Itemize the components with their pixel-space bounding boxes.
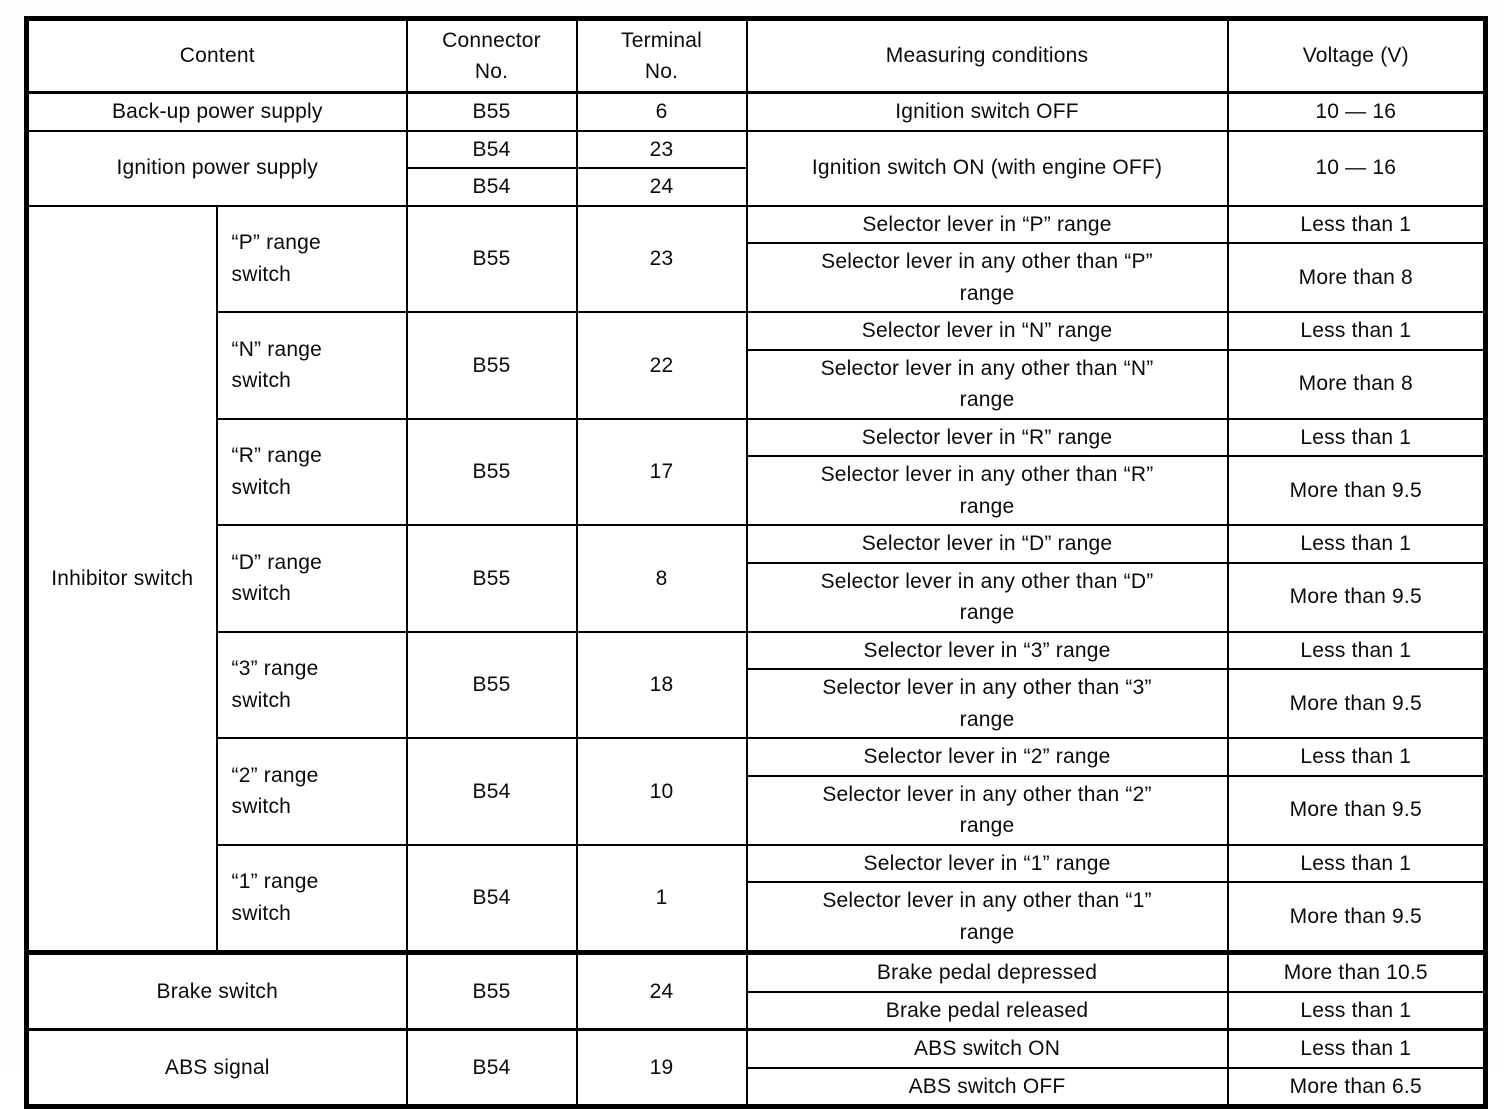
table-row: Back-up power supply B55 6 Ignition swit… — [27, 93, 1486, 131]
cell-condition: Selector lever in any other than “D” ran… — [747, 563, 1228, 632]
cell-voltage: Less than 1 — [1228, 992, 1486, 1030]
cell-condition: Selector lever in “N” range — [747, 312, 1228, 350]
cell-condition: Selector lever in any other than “3” ran… — [747, 669, 1228, 738]
cell-connector: B54 — [407, 738, 577, 845]
cell-condition: Ignition switch ON (with engine OFF) — [747, 131, 1228, 206]
cell-terminal: 10 — [577, 738, 747, 845]
table-row: “1” range switch B54 1 Selector lever in… — [27, 845, 1486, 883]
cell-condition: Selector lever in “R” range — [747, 419, 1228, 457]
cell-terminal: 23 — [577, 206, 747, 313]
table-row: “N” range switch B55 22 Selector lever i… — [27, 312, 1486, 350]
cell-range-label-p: “P” range switch — [217, 206, 407, 313]
cell-voltage: Less than 1 — [1228, 419, 1486, 457]
cell-condition: ABS switch OFF — [747, 1068, 1228, 1107]
cell-content-abs-signal: ABS signal — [27, 1030, 407, 1107]
cell-content-inhibitor-switch: Inhibitor switch — [27, 206, 217, 953]
table-row: Brake switch B55 24 Brake pedal depresse… — [27, 953, 1486, 992]
cell-connector: B55 — [407, 632, 577, 739]
cell-voltage: More than 10.5 — [1228, 953, 1486, 992]
cell-condition: Selector lever in any other than “2” ran… — [747, 776, 1228, 845]
column-header-terminal-no: Terminal No. — [577, 19, 747, 93]
cell-condition: Brake pedal released — [747, 992, 1228, 1030]
cell-voltage: More than 9.5 — [1228, 563, 1486, 632]
cell-voltage: More than 9.5 — [1228, 669, 1486, 738]
cell-voltage: More than 9.5 — [1228, 882, 1486, 953]
cell-terminal: 6 — [577, 93, 747, 131]
cell-terminal: 23 — [577, 131, 747, 169]
cell-terminal: 17 — [577, 419, 747, 526]
cell-terminal: 8 — [577, 525, 747, 632]
cell-voltage: More than 8 — [1228, 243, 1486, 312]
cell-condition: ABS switch ON — [747, 1030, 1228, 1068]
cell-range-label-d: “D” range switch — [217, 525, 407, 632]
column-header-connector-no: Connector No. — [407, 19, 577, 93]
cell-terminal: 22 — [577, 312, 747, 419]
cell-range-label-r: “R” range switch — [217, 419, 407, 526]
cell-connector: B54 — [407, 131, 577, 169]
table-row: ABS signal B54 19 ABS switch ON Less tha… — [27, 1030, 1486, 1068]
cell-connector: B54 — [407, 168, 577, 206]
cell-condition: Selector lever in any other than “R” ran… — [747, 456, 1228, 525]
table-row: “R” range switch B55 17 Selector lever i… — [27, 419, 1486, 457]
cell-condition: Selector lever in “2” range — [747, 738, 1228, 776]
cell-terminal: 1 — [577, 845, 747, 953]
column-header-content: Content — [27, 19, 407, 93]
cell-connector: B55 — [407, 525, 577, 632]
table-row: Ignition power supply B54 23 Ignition sw… — [27, 131, 1486, 169]
cell-condition: Selector lever in “1” range — [747, 845, 1228, 883]
cell-terminal: 24 — [577, 953, 747, 1030]
cell-range-label-n: “N” range switch — [217, 312, 407, 419]
cell-condition: Selector lever in “P” range — [747, 206, 1228, 244]
cell-terminal: 24 — [577, 168, 747, 206]
cell-connector: B55 — [407, 206, 577, 313]
cell-terminal: 19 — [577, 1030, 747, 1107]
table-row: “2” range switch B54 10 Selector lever i… — [27, 738, 1486, 776]
cell-condition: Selector lever in “3” range — [747, 632, 1228, 670]
cell-voltage: Less than 1 — [1228, 206, 1486, 244]
cell-voltage: More than 9.5 — [1228, 456, 1486, 525]
cell-voltage: More than 8 — [1228, 350, 1486, 419]
cell-voltage: Less than 1 — [1228, 632, 1486, 670]
cell-range-label-1: “1” range switch — [217, 845, 407, 953]
cell-voltage: 10 — 16 — [1228, 131, 1486, 206]
cell-voltage: 10 — 16 — [1228, 93, 1486, 131]
cell-range-label-2: “2” range switch — [217, 738, 407, 845]
cell-range-label-3: “3” range switch — [217, 632, 407, 739]
cell-voltage: More than 6.5 — [1228, 1068, 1486, 1107]
table-row: “D” range switch B55 8 Selector lever in… — [27, 525, 1486, 563]
cell-content-backup-power: Back-up power supply — [27, 93, 407, 131]
cell-voltage: More than 9.5 — [1228, 776, 1486, 845]
table-header-row: Content Connector No. Terminal No. Measu… — [27, 19, 1486, 93]
cell-connector: B55 — [407, 312, 577, 419]
table-row: “3” range switch B55 18 Selector lever i… — [27, 632, 1486, 670]
cell-connector: B54 — [407, 845, 577, 953]
cell-connector: B54 — [407, 1030, 577, 1107]
cell-voltage: Less than 1 — [1228, 738, 1486, 776]
table-row: Inhibitor switch “P” range switch B55 23… — [27, 206, 1486, 244]
cell-voltage: Less than 1 — [1228, 1030, 1486, 1068]
cell-content-brake-switch: Brake switch — [27, 953, 407, 1030]
cell-connector: B55 — [407, 93, 577, 131]
cell-voltage: Less than 1 — [1228, 312, 1486, 350]
cell-content-ignition-power: Ignition power supply — [27, 131, 407, 206]
cell-voltage: Less than 1 — [1228, 525, 1486, 563]
cell-connector: B55 — [407, 419, 577, 526]
scanned-document-sheet: Content Connector No. Terminal No. Measu… — [0, 0, 1504, 1070]
cell-voltage: Less than 1 — [1228, 845, 1486, 883]
cell-condition: Selector lever in any other than “N” ran… — [747, 350, 1228, 419]
voltage-measurement-table: Content Connector No. Terminal No. Measu… — [24, 16, 1488, 1109]
column-header-measuring-conditions: Measuring conditions — [747, 19, 1228, 93]
cell-terminal: 18 — [577, 632, 747, 739]
cell-condition: Ignition switch OFF — [747, 93, 1228, 131]
cell-condition: Selector lever in any other than “P” ran… — [747, 243, 1228, 312]
cell-condition: Selector lever in “D” range — [747, 525, 1228, 563]
column-header-voltage: Voltage (V) — [1228, 19, 1486, 93]
cell-condition: Brake pedal depressed — [747, 953, 1228, 992]
cell-connector: B55 — [407, 953, 577, 1030]
cell-condition: Selector lever in any other than “1” ran… — [747, 882, 1228, 953]
